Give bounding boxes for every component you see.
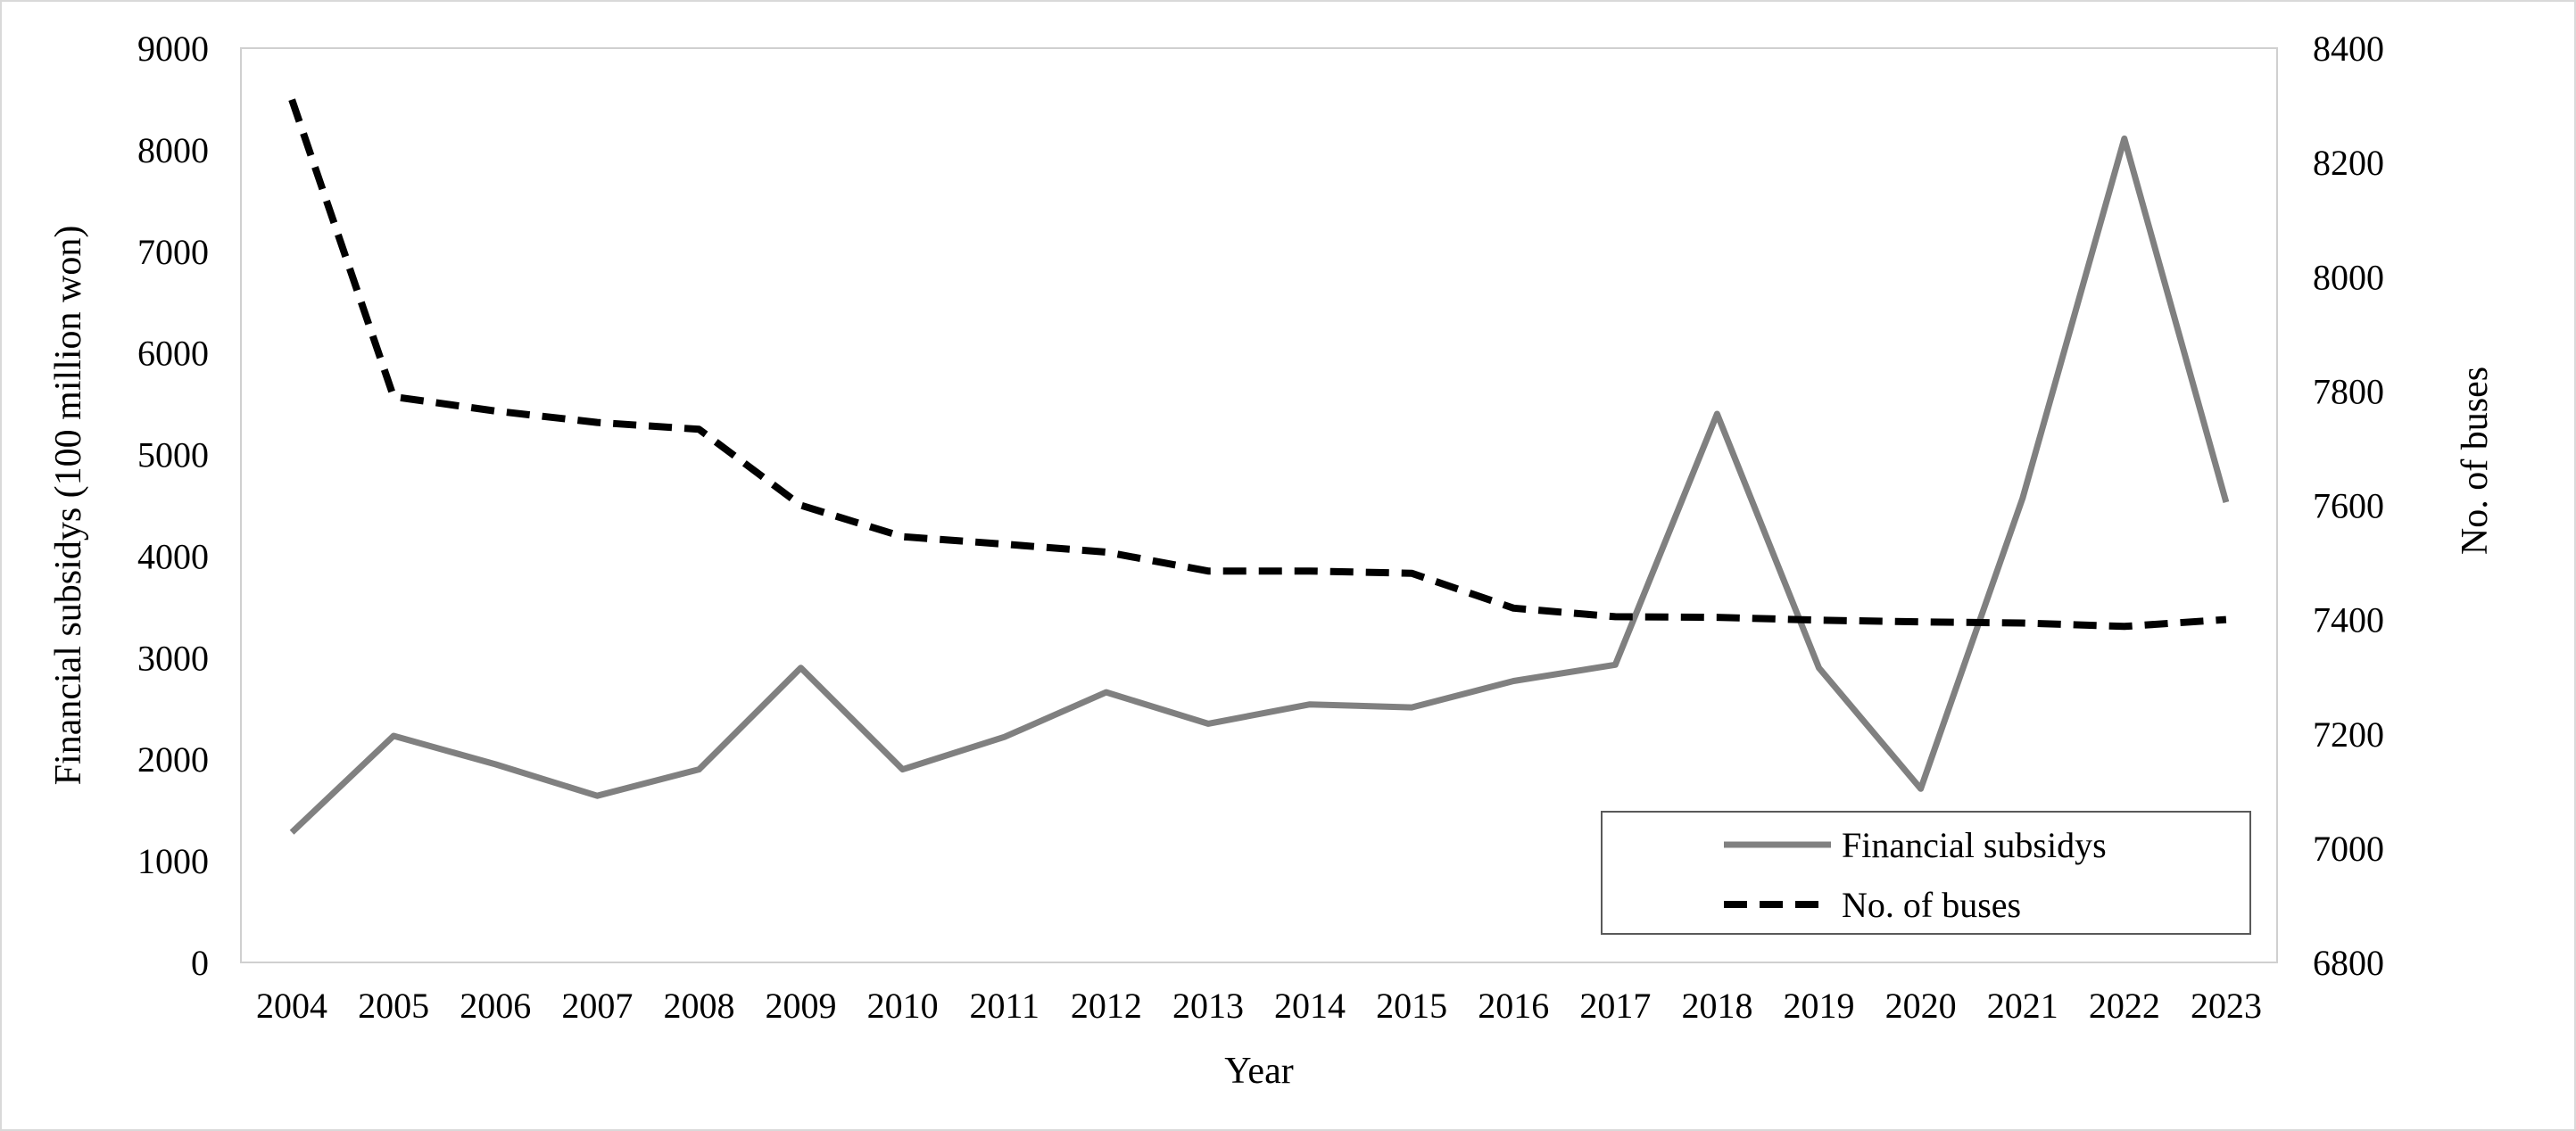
x-tick-label: 2007 — [561, 986, 633, 1026]
y-right-tick-label: 7600 — [2313, 486, 2384, 526]
y-left-tick-label: 9000 — [137, 29, 209, 69]
y-right-tick-label: 7000 — [2313, 829, 2384, 869]
y-left-tick-label: 8000 — [137, 130, 209, 170]
legend-label-financial-subsidys: Financial subsidys — [1842, 825, 2107, 865]
y-left-tick-label: 2000 — [137, 739, 209, 780]
y-right-axis-title: No. of buses — [2455, 367, 2496, 555]
x-tick-label: 2013 — [1172, 986, 1244, 1026]
x-tick-label: 2022 — [2089, 986, 2160, 1026]
y-left-axis-title: Financial subsidys (100 million won) — [48, 226, 89, 786]
y-right-tick-label: 6800 — [2313, 943, 2384, 983]
y-right-tick-label: 7200 — [2313, 714, 2384, 755]
x-tick-label: 2016 — [1478, 986, 1549, 1026]
y-right-tick-label: 8200 — [2313, 143, 2384, 183]
legend-label-no-of-buses: No. of buses — [1842, 885, 2021, 925]
y-left-tick-label: 7000 — [137, 232, 209, 272]
y-right-tick-label: 8400 — [2313, 29, 2384, 69]
y-left-tick-label: 4000 — [137, 536, 209, 576]
x-tick-label: 2014 — [1274, 986, 1346, 1026]
y-right-tick-label: 7800 — [2313, 371, 2384, 411]
legend-box — [1601, 811, 2251, 935]
x-tick-label: 2012 — [1071, 986, 1142, 1026]
x-tick-label: 2017 — [1579, 986, 1651, 1026]
y-left-tick-label: 5000 — [137, 435, 209, 475]
series-line-no-of-buses — [288, 98, 2227, 631]
x-tick-label: 2008 — [663, 986, 734, 1026]
x-tick-label: 2019 — [1784, 986, 1855, 1026]
y-right-tick-label: 7400 — [2313, 600, 2384, 640]
x-tick-label: 2015 — [1376, 986, 1447, 1026]
x-tick-label: 2009 — [766, 986, 837, 1026]
x-tick-label: 2020 — [1885, 986, 1957, 1026]
x-tick-label: 2023 — [2191, 986, 2262, 1026]
x-tick-label: 2010 — [867, 986, 939, 1026]
x-axis-title: Year — [1224, 1051, 1293, 1092]
x-tick-label: 2005 — [358, 986, 429, 1026]
x-tick-label: 2004 — [256, 986, 327, 1026]
x-tick-label: 2006 — [460, 986, 531, 1026]
legend: Financial subsidys No. of buses — [1601, 811, 2251, 935]
y-right-tick-label: 8000 — [2313, 257, 2384, 297]
x-tick-label: 2018 — [1681, 986, 1752, 1026]
y-left-tick-label: 1000 — [137, 841, 209, 881]
y-left-tick-label: 3000 — [137, 638, 209, 678]
series-line-financial-subsidys — [289, 135, 2230, 835]
y-left-tick-label: 6000 — [137, 334, 209, 374]
x-tick-label: 2021 — [1987, 986, 2058, 1026]
x-tick-label: 2011 — [969, 986, 1040, 1026]
y-left-tick-label: 0 — [191, 943, 209, 983]
